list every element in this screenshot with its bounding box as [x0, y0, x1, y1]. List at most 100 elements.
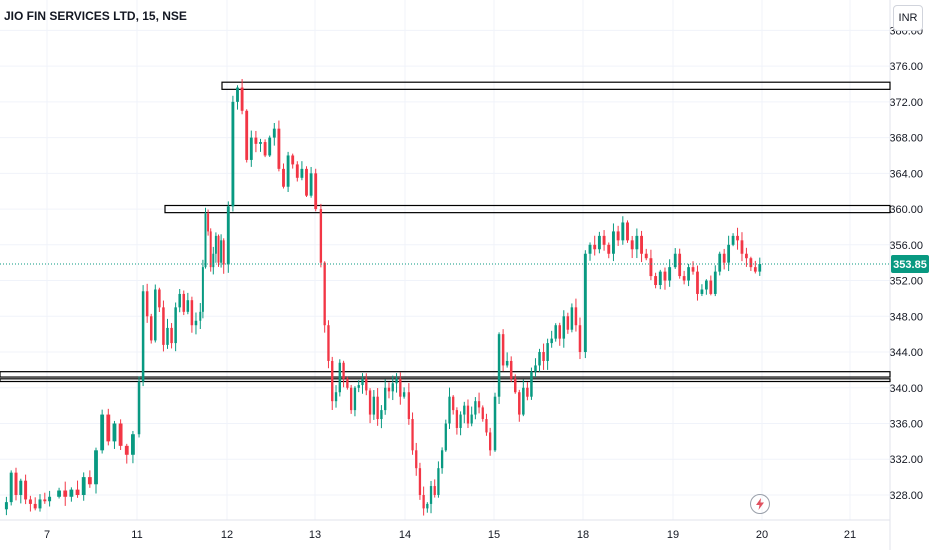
candle-body: [753, 267, 757, 272]
candle-body: [501, 334, 505, 366]
candle-body: [518, 392, 521, 415]
lightning-glyph: [756, 498, 764, 510]
candle-body: [593, 244, 597, 250]
candle-body: [131, 434, 135, 455]
candle-body: [254, 137, 258, 144]
candle-body: [158, 289, 161, 308]
candle-body: [231, 101, 235, 207]
x-tick-label: 11: [131, 529, 142, 541]
candle-body: [118, 423, 123, 446]
candle-body: [444, 423, 447, 451]
candle-body: [207, 213, 210, 232]
x-tick-label: 20: [756, 529, 768, 541]
candle-body: [570, 307, 574, 330]
candle-body: [538, 352, 541, 366]
candle-body: [43, 499, 47, 502]
candle-body: [654, 276, 658, 286]
candle-body: [455, 410, 459, 428]
candle-body: [372, 396, 376, 415]
candle-body: [668, 267, 672, 281]
candle-body: [4, 502, 8, 510]
candle-body: [149, 316, 153, 341]
candle-body: [162, 307, 165, 345]
x-tick-label: 14: [399, 529, 411, 541]
candle-body: [222, 240, 225, 265]
candle-body: [635, 235, 639, 250]
candle-body: [145, 291, 149, 317]
candle-body: [673, 253, 677, 268]
candle-body: [534, 365, 537, 372]
candle-body: [75, 489, 80, 495]
candle-body: [758, 264, 762, 272]
sr-zone-box: [164, 204, 891, 214]
candle-body: [48, 496, 52, 502]
candle-body: [466, 405, 470, 424]
y-tick-label: 356.00: [889, 240, 923, 252]
candle-body: [481, 407, 484, 420]
candle-body: [422, 494, 425, 509]
candle-body: [691, 267, 695, 272]
candle-body: [81, 477, 86, 495]
candle-body: [722, 253, 726, 263]
candle-body: [562, 316, 566, 339]
candle-body: [687, 267, 690, 281]
candle-body: [387, 387, 391, 392]
candle-body: [9, 472, 13, 503]
candle-body: [331, 360, 334, 402]
candle-body: [509, 360, 513, 379]
candle-body: [505, 360, 509, 366]
candle-body: [349, 387, 353, 411]
candle-body: [644, 253, 648, 259]
candle-body: [291, 155, 295, 165]
sr-zone-box: [0, 371, 891, 378]
y-tick-label: 344.00: [889, 347, 923, 359]
candle-body: [314, 173, 318, 210]
candle-body: [365, 378, 368, 391]
candle-body: [718, 253, 722, 272]
candle-body: [578, 325, 582, 353]
candle-body: [597, 235, 601, 250]
y-tick-label: 348.00: [889, 311, 923, 323]
candle-body: [201, 267, 204, 312]
y-tick-label: 332.00: [889, 454, 923, 466]
y-tick-label: 336.00: [889, 419, 923, 431]
candle-body: [440, 450, 444, 469]
x-tick-label: 13: [309, 529, 321, 541]
candle-body: [190, 300, 194, 326]
candle-body: [682, 276, 686, 281]
candle-body: [300, 168, 304, 178]
candle-body: [368, 390, 372, 415]
lightning-bolt-icon[interactable]: [750, 494, 770, 514]
candle-body: [736, 235, 739, 241]
candle-body: [399, 378, 402, 397]
last-price-label: 353.85: [893, 259, 927, 271]
candle-body: [713, 271, 717, 294]
candle-body: [166, 327, 169, 345]
candle-body: [402, 392, 406, 397]
candle-body: [546, 343, 549, 361]
candle-body: [493, 396, 497, 451]
candle-body: [154, 289, 157, 341]
candle-body: [174, 307, 177, 344]
candle-body: [268, 137, 272, 156]
candle-body: [376, 396, 379, 420]
candle-body: [194, 320, 198, 326]
x-tick-label: 15: [488, 529, 500, 541]
candle-body: [745, 253, 748, 259]
candle-body: [14, 472, 18, 495]
candle-body: [588, 244, 592, 254]
candle-body: [124, 445, 129, 455]
candle-body: [550, 338, 553, 344]
candle-body: [323, 262, 326, 326]
candle-body: [346, 378, 349, 388]
candle-body: [100, 414, 105, 451]
candle-body: [106, 414, 111, 442]
currency-button[interactable]: INR: [893, 5, 923, 31]
candle-body: [295, 164, 299, 178]
chart-title: JIO FIN SERVICES LTD, 15, NSE: [4, 9, 187, 23]
candle-body: [433, 486, 436, 495]
candle-body: [663, 271, 667, 281]
candle-body: [630, 240, 634, 250]
